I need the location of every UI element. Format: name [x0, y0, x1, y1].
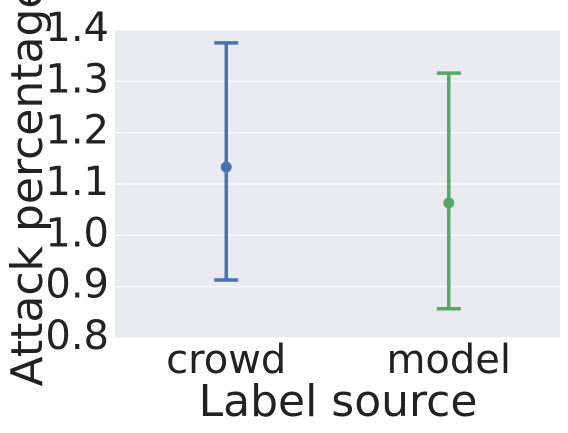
y-tick-label: 1.3	[45, 56, 109, 102]
x-axis-label: Label source	[199, 376, 478, 427]
point	[220, 161, 232, 173]
y-tick-label: 0.8	[45, 313, 109, 359]
x-tick-label: crowd	[166, 337, 286, 383]
y-tick-label: 1.4	[45, 5, 109, 51]
point	[443, 197, 455, 209]
y-axis-label: Attack percentage	[2, 0, 53, 386]
y-tick-label: 1.1	[45, 159, 109, 205]
y-tick-label: 1.0	[45, 210, 109, 256]
y-tick-label: 0.9	[45, 262, 109, 308]
y-tick-label: 1.2	[45, 108, 109, 154]
x-tick-label: model	[386, 337, 511, 383]
